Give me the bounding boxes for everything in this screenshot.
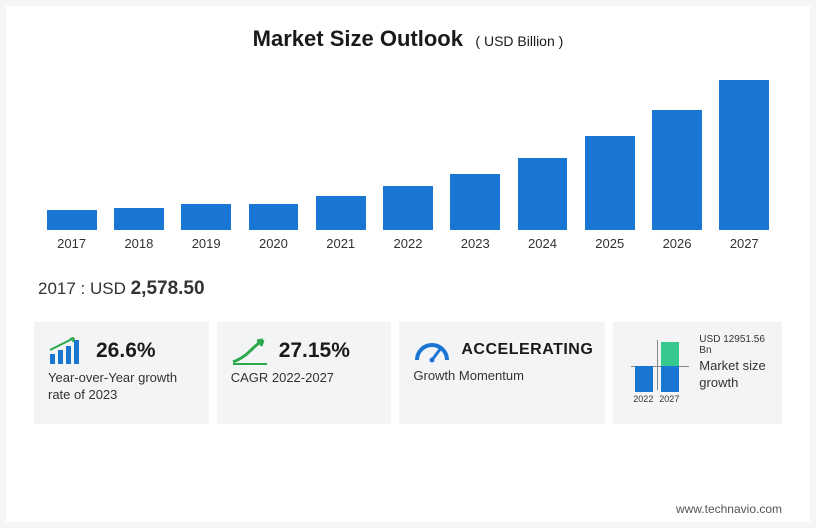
footer-source: www.technavio.com [676, 502, 782, 516]
bar-column [576, 136, 643, 230]
hover-prefix: 2017 : USD [38, 279, 131, 298]
x-tick-label: 2021 [307, 236, 374, 251]
hover-readout: 2017 : USD 2,578.50 [38, 278, 782, 300]
bar [518, 158, 568, 230]
bar-column [374, 186, 441, 230]
bar-column [173, 204, 240, 230]
bar [652, 110, 702, 230]
x-tick-label: 2023 [442, 236, 509, 251]
x-tick-label: 2018 [105, 236, 172, 251]
mini-year-2: 2027 [659, 394, 679, 404]
bar [316, 196, 366, 230]
bar-column [38, 210, 105, 230]
mini-bar-chart: 2022 2027 [623, 334, 693, 404]
bar [450, 174, 500, 230]
mini-bar-2022 [635, 366, 653, 392]
bar-chart: 2017201820192020202120222023202420252026… [34, 70, 782, 260]
infographic-container: Market Size Outlook ( USD Billion ) 2017… [6, 6, 810, 522]
bar [383, 186, 433, 230]
chart-unit: ( USD Billion ) [475, 33, 563, 49]
cagr-value: 27.15% [279, 339, 350, 363]
chart-title: Market Size Outlook [253, 26, 463, 51]
title-row: Market Size Outlook ( USD Billion ) [34, 26, 782, 52]
mini-bar-2027-up [661, 342, 679, 366]
x-axis-labels: 2017201820192020202120222023202420252026… [34, 230, 782, 251]
mini-year-1: 2022 [633, 394, 653, 404]
bar [47, 210, 97, 230]
growth-label: Market size growth [699, 358, 772, 392]
x-tick-label: 2027 [711, 236, 778, 251]
yoy-value: 26.6% [96, 339, 156, 363]
growth-arrow-icon [231, 336, 269, 366]
x-tick-label: 2024 [509, 236, 576, 251]
bar [719, 80, 769, 230]
bar [585, 136, 635, 230]
hover-value: 2,578.50 [131, 278, 205, 299]
yoy-label: Year-over-Year growth rate of 2023 [48, 370, 197, 404]
card-momentum: ACCELERATING Growth Momentum [399, 322, 605, 424]
bar-chart-icon [48, 336, 86, 366]
x-tick-label: 2019 [173, 236, 240, 251]
bar [114, 208, 164, 230]
metric-cards: 26.6% Year-over-Year growth rate of 2023… [34, 322, 782, 424]
bar-column [509, 158, 576, 230]
bar-column [711, 80, 778, 230]
bar-column [105, 208, 172, 230]
bar [249, 204, 299, 230]
card-growth: 2022 2027 USD 12951.56 Bn Market size gr… [613, 322, 782, 424]
x-tick-label: 2022 [374, 236, 441, 251]
gauge-icon [413, 336, 451, 364]
cagr-label: CAGR 2022-2027 [231, 370, 380, 387]
bar-group [34, 70, 782, 230]
card-yoy: 26.6% Year-over-Year growth rate of 2023 [34, 322, 209, 424]
x-tick-label: 2017 [38, 236, 105, 251]
bar-column [240, 204, 307, 230]
momentum-value: ACCELERATING [461, 341, 593, 359]
bar-column [307, 196, 374, 230]
x-tick-label: 2026 [643, 236, 710, 251]
bar-column [442, 174, 509, 230]
bar [181, 204, 231, 230]
x-tick-label: 2025 [576, 236, 643, 251]
growth-value: USD 12951.56 Bn [699, 334, 772, 356]
x-tick-label: 2020 [240, 236, 307, 251]
card-cagr: 27.15% CAGR 2022-2027 [217, 322, 392, 424]
bar-column [643, 110, 710, 230]
mini-bar-2027-down [661, 366, 679, 392]
momentum-label: Growth Momentum [413, 368, 593, 385]
